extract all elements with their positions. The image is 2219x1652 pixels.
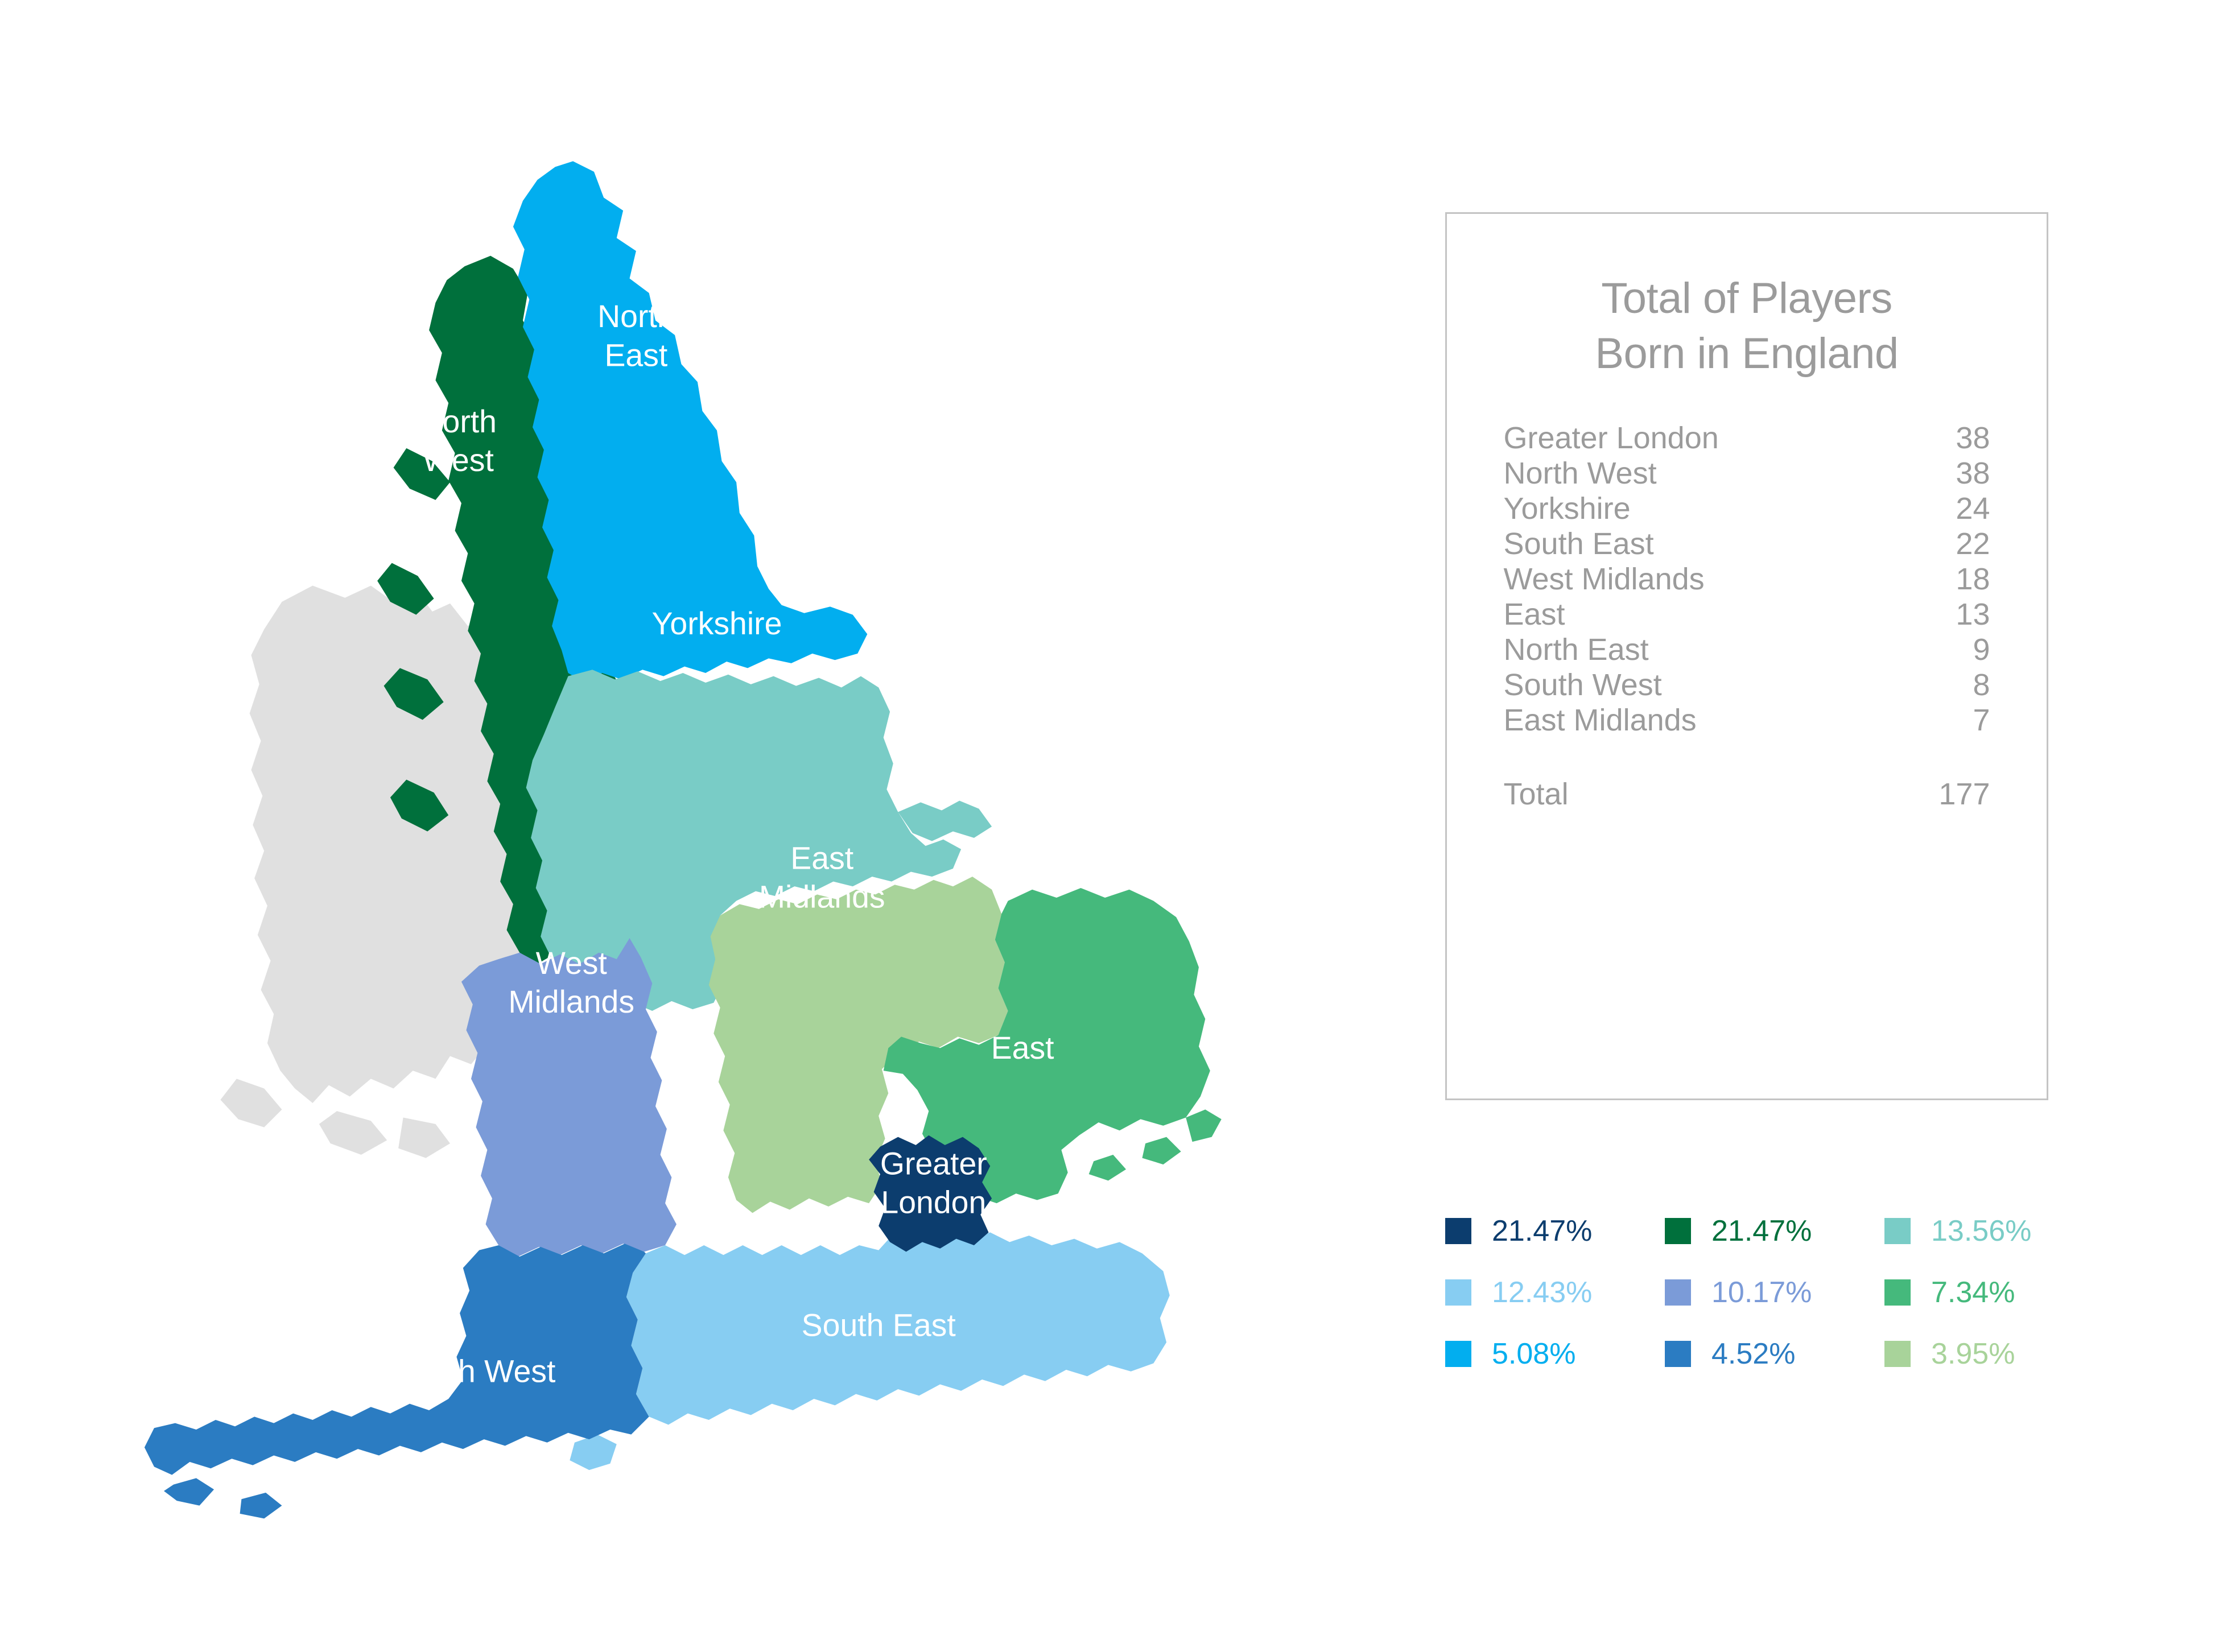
- stat-name: Yorkshire: [1503, 491, 1631, 526]
- england-region-map: North East North West Yorkshire East Mid…: [144, 161, 1222, 1519]
- table-total-row: Total 177: [1504, 777, 1990, 812]
- table-row: Yorkshire 24: [1504, 491, 1990, 526]
- stats-table-body: Greater London 38 North West 38 Yorkshir…: [1504, 420, 1990, 812]
- panel-title: Total of Players Born in England: [1447, 214, 2047, 382]
- map-svg: North East North West Yorkshire East Mid…: [144, 161, 1222, 1519]
- legend-swatch-icon: [1884, 1279, 1911, 1306]
- table-row: East Midlands 7: [1504, 703, 1990, 738]
- stat-value: 9: [1973, 632, 1990, 667]
- legend-label: 10.17%: [1711, 1276, 1812, 1309]
- legend-swatch-icon: [1445, 1279, 1471, 1306]
- legend-item[interactable]: 13.56%: [1884, 1214, 2104, 1248]
- map-region-greater-london: [869, 1135, 992, 1252]
- legend-label: 5.08%: [1492, 1337, 1576, 1370]
- stat-name: Greater London: [1503, 420, 1719, 455]
- map-label-east-midlands-line2: Midlands: [759, 879, 885, 914]
- legend-swatch-icon: [1665, 1279, 1691, 1306]
- stat-name: North East: [1503, 632, 1649, 667]
- map-region-east-midlands: [708, 877, 1008, 1213]
- legend-item[interactable]: 21.47%: [1665, 1214, 1884, 1248]
- legend-swatch-icon: [1884, 1341, 1911, 1367]
- stat-name: South West: [1503, 667, 1662, 702]
- map-region-yorkshire: [526, 670, 992, 1014]
- map-label-south-east: South East: [802, 1308, 956, 1343]
- legend-label: 3.95%: [1931, 1337, 2015, 1370]
- total-label: Total: [1503, 777, 1569, 811]
- map-label-north-east-line2: East: [604, 337, 667, 373]
- map-label-greater-london-line2: London: [881, 1185, 986, 1220]
- map-label-east-midlands: East: [790, 840, 853, 875]
- legend-item[interactable]: 5.08%: [1445, 1337, 1665, 1371]
- legend-swatch-icon: [1445, 1341, 1471, 1367]
- map-label-east: East: [991, 1030, 1054, 1065]
- legend-swatch-icon: [1445, 1218, 1471, 1244]
- legend-swatch-icon: [1665, 1218, 1691, 1244]
- map-label-west-midlands-line2: Midlands: [508, 984, 634, 1019]
- panel-title-line2: Born in England: [1595, 329, 1899, 378]
- legend-label: 12.43%: [1492, 1276, 1593, 1309]
- legend-swatch-icon: [1665, 1341, 1691, 1367]
- stat-value: 24: [1956, 491, 1990, 526]
- stat-value: 38: [1956, 420, 1990, 455]
- stat-value: 8: [1973, 667, 1990, 702]
- legend-row: 21.47% 21.47% 13.56%: [1445, 1200, 2105, 1262]
- table-row: East 13: [1504, 597, 1990, 632]
- stats-table: Greater London 38 North West 38 Yorkshir…: [1504, 420, 1990, 812]
- map-label-north-east: North: [597, 299, 675, 334]
- stat-name: East Midlands: [1503, 703, 1697, 737]
- legend-label: 7.34%: [1931, 1276, 2015, 1309]
- legend-item[interactable]: 4.52%: [1665, 1337, 1884, 1371]
- legend-swatch-icon: [1884, 1218, 1911, 1244]
- map-label-yorkshire: Yorkshire: [652, 606, 782, 641]
- stat-name: West Midlands: [1503, 561, 1705, 596]
- spacer-cell: [1896, 738, 1990, 777]
- legend-item[interactable]: 12.43%: [1445, 1275, 1665, 1310]
- legend-label: 21.47%: [1492, 1215, 1593, 1248]
- map-label-south-west: South West: [393, 1354, 555, 1389]
- summary-panel: Total of Players Born in England Greater…: [1445, 212, 2048, 1100]
- map-region-wales-other: [220, 585, 531, 1158]
- panel-title-line1: Total of Players: [1601, 274, 1892, 323]
- table-row: North East 9: [1504, 632, 1990, 667]
- table-row: Greater London 38: [1504, 420, 1990, 456]
- legend-item[interactable]: 21.47%: [1445, 1214, 1665, 1248]
- stat-value: 18: [1956, 561, 1990, 596]
- table-row: South West 8: [1504, 667, 1990, 703]
- map-region-west-midlands: [461, 938, 677, 1257]
- stat-value: 13: [1956, 597, 1990, 631]
- stat-name: South East: [1503, 526, 1654, 561]
- legend-label: 4.52%: [1711, 1337, 1796, 1370]
- table-row: South East 22: [1504, 526, 1990, 561]
- stat-name: North West: [1503, 456, 1657, 490]
- spacer-cell: [1504, 738, 1897, 777]
- legend-row: 12.43% 10.17% 7.34%: [1445, 1262, 2105, 1323]
- map-label-greater-london: Greater: [880, 1146, 987, 1181]
- map-label-north-west-line2: West: [423, 443, 494, 478]
- map-region-south-east: [539, 1225, 1170, 1471]
- total-value: 177: [1938, 777, 1990, 811]
- legend: 21.47% 21.47% 13.56% 12.43% 10.17% 7.34%…: [1445, 1200, 2105, 1385]
- map-label-north-west: North: [420, 404, 497, 439]
- map-region-south-west: [144, 1244, 649, 1519]
- legend-item[interactable]: 3.95%: [1884, 1337, 2104, 1371]
- stat-value: 7: [1973, 703, 1990, 737]
- map-labels: North East North West Yorkshire East Mid…: [393, 299, 1054, 1389]
- map-region-north-east: [513, 161, 868, 683]
- stat-value: 22: [1956, 526, 1990, 561]
- legend-item[interactable]: 7.34%: [1884, 1275, 2104, 1310]
- table-row: North West 38: [1504, 456, 1990, 491]
- legend-label: 13.56%: [1931, 1215, 2032, 1248]
- map-label-west-midlands: West: [536, 945, 607, 981]
- legend-label: 21.47%: [1711, 1215, 1812, 1248]
- stat-name: East: [1503, 597, 1565, 631]
- stat-value: 38: [1956, 456, 1990, 490]
- legend-item[interactable]: 10.17%: [1665, 1275, 1884, 1310]
- legend-row: 5.08% 4.52% 3.95%: [1445, 1323, 2105, 1385]
- table-spacer-row: [1504, 738, 1990, 777]
- map-region-east: [883, 887, 1222, 1207]
- table-row: West Midlands 18: [1504, 561, 1990, 597]
